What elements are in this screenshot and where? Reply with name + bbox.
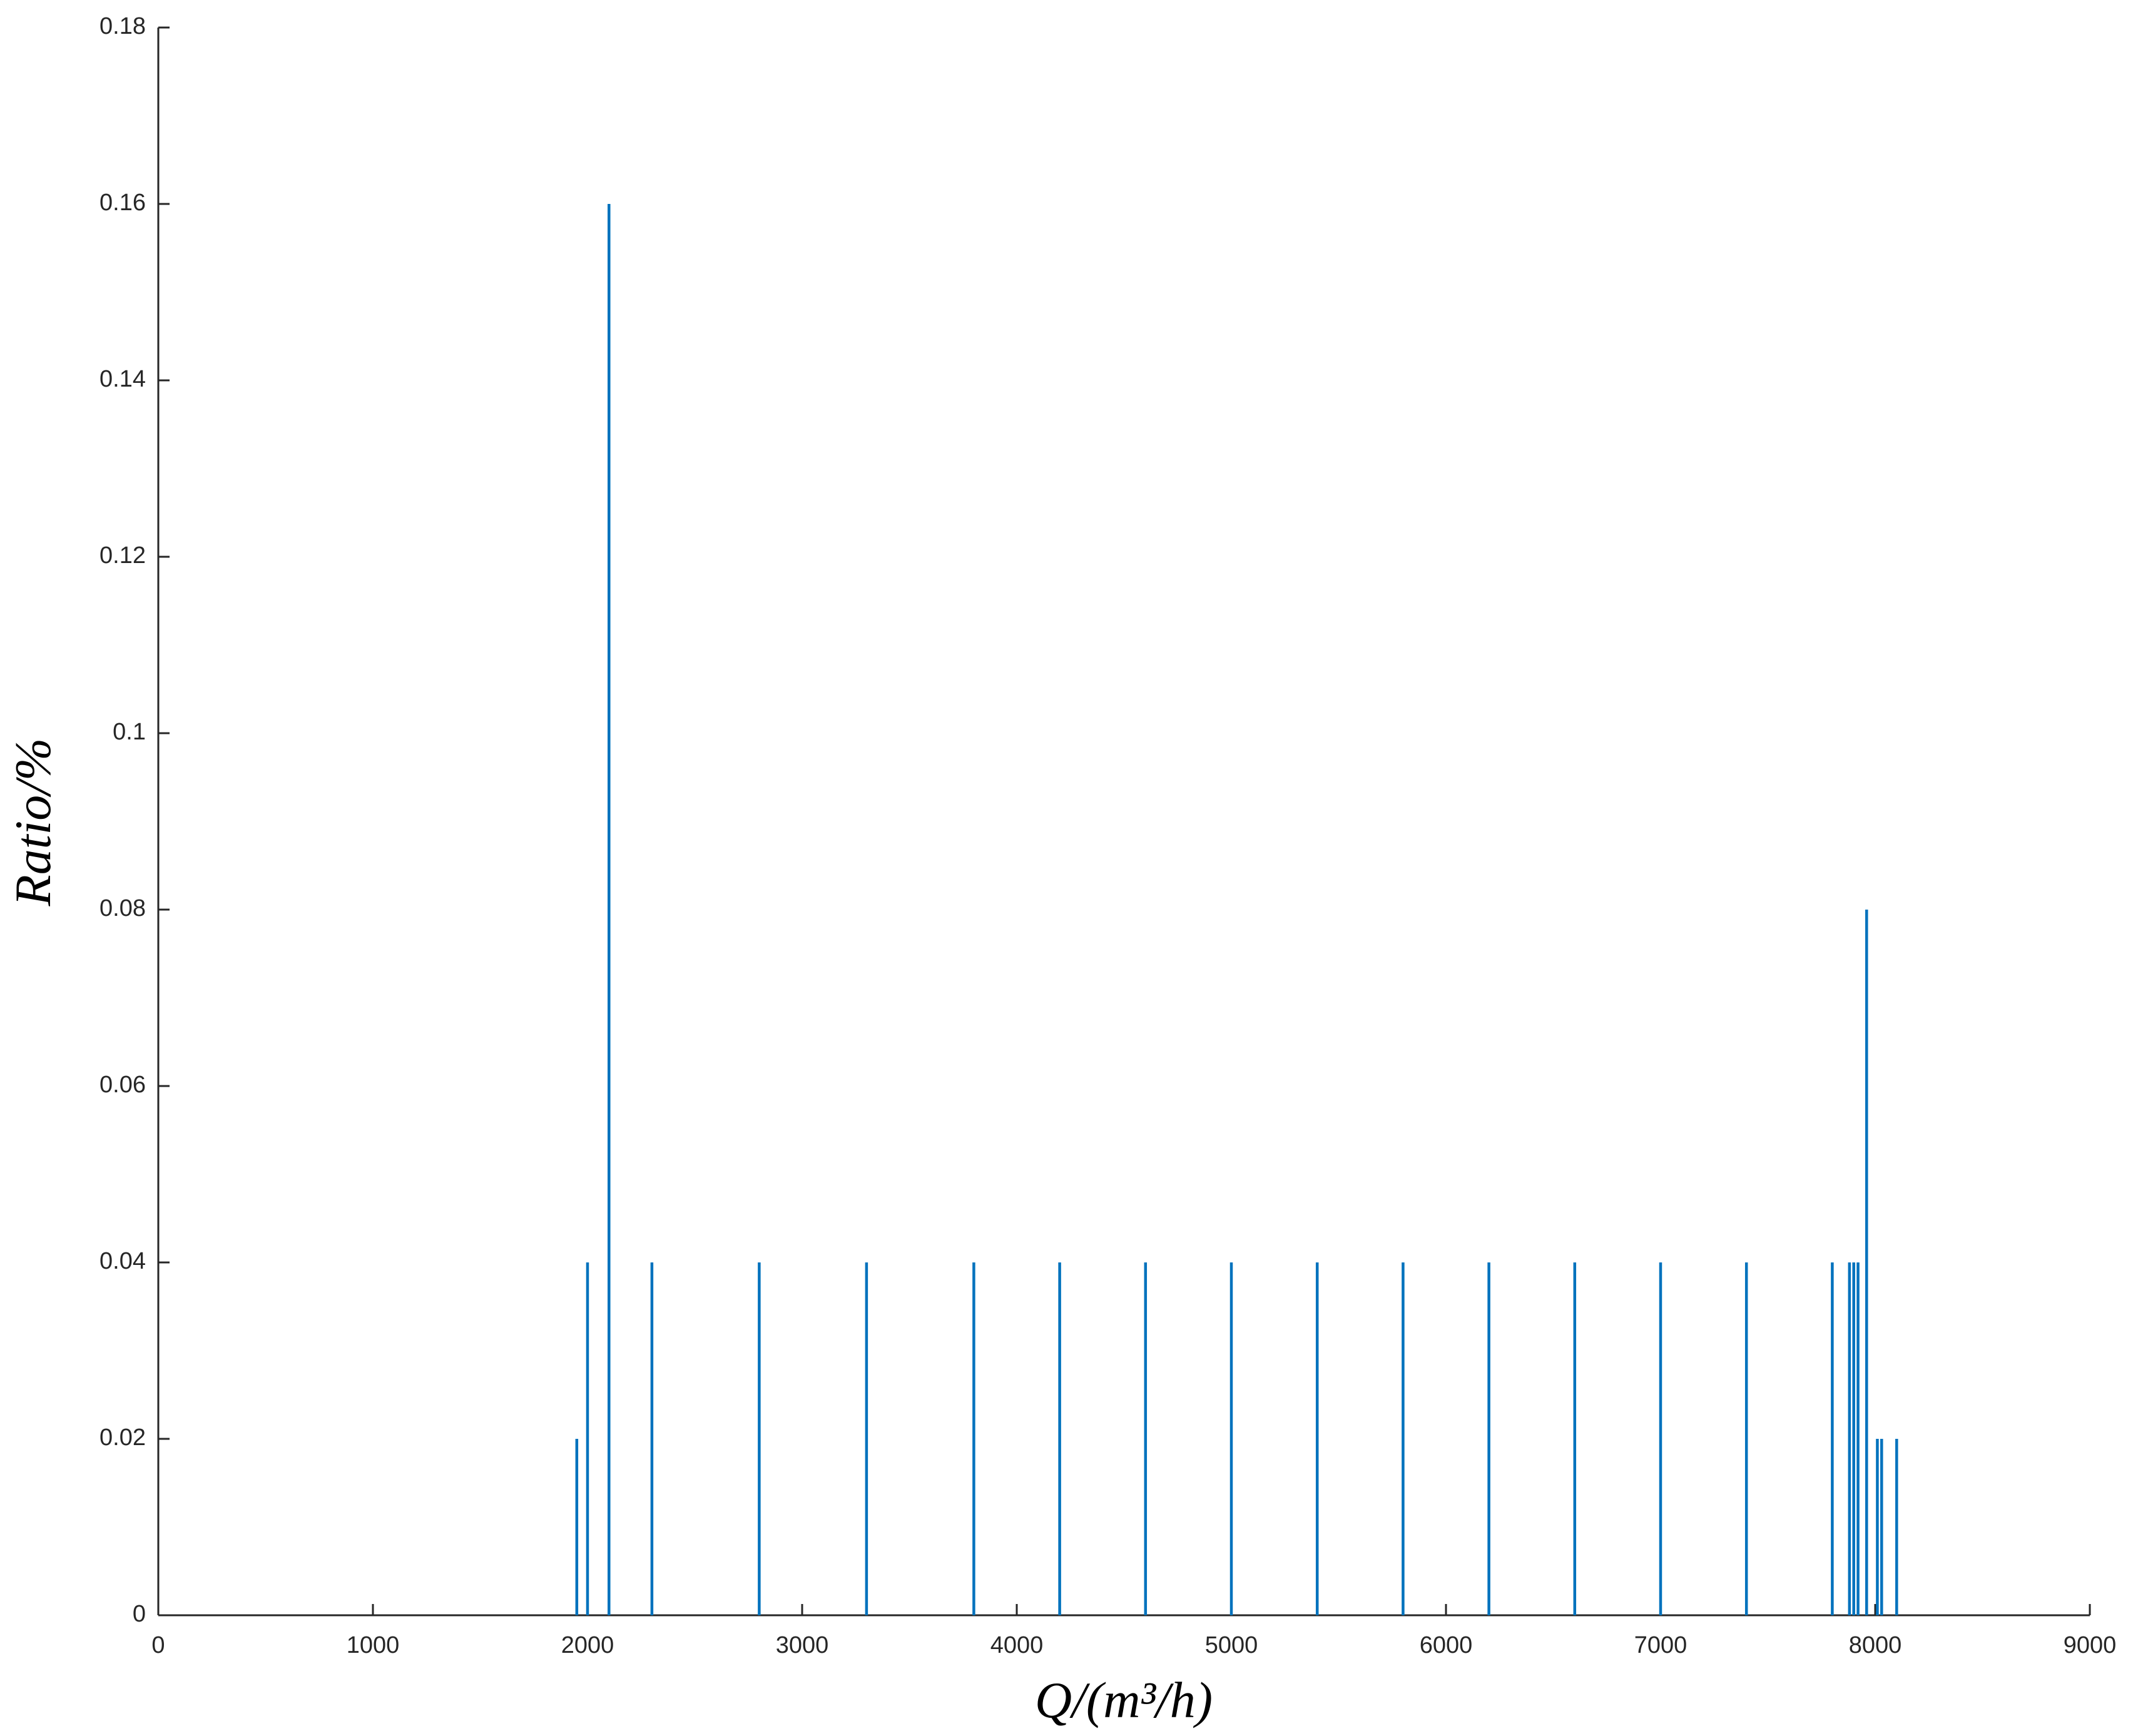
x-tick-label: 9000 bbox=[2064, 1632, 2117, 1658]
x-tick-label: 4000 bbox=[990, 1632, 1044, 1658]
x-tick-label: 5000 bbox=[1205, 1632, 1258, 1658]
y-tick-label: 0.04 bbox=[99, 1248, 146, 1274]
x-axis-label: Q/(m³/h) bbox=[1035, 1672, 1213, 1728]
y-axis-label: Ratio/% bbox=[4, 738, 61, 907]
y-tick-label: 0.1 bbox=[113, 719, 146, 745]
x-tick-label: 0 bbox=[151, 1632, 165, 1658]
x-tick-label: 6000 bbox=[1420, 1632, 1473, 1658]
x-tick-label: 3000 bbox=[776, 1632, 829, 1658]
y-tick-label: 0.02 bbox=[99, 1424, 146, 1451]
y-tick-label: 0.08 bbox=[99, 895, 146, 921]
x-tick-label: 7000 bbox=[1634, 1632, 1687, 1658]
y-tick-label: 0 bbox=[133, 1601, 146, 1627]
y-tick-label: 0.18 bbox=[99, 13, 146, 39]
y-tick-label: 0.16 bbox=[99, 190, 146, 216]
x-tick-label: 8000 bbox=[1849, 1632, 1902, 1658]
y-tick-label: 0.12 bbox=[99, 542, 146, 569]
x-tick-label: 2000 bbox=[561, 1632, 614, 1658]
x-tick-label: 1000 bbox=[347, 1632, 400, 1658]
y-tick-label: 0.06 bbox=[99, 1072, 146, 1098]
y-tick-label: 0.14 bbox=[99, 366, 146, 392]
